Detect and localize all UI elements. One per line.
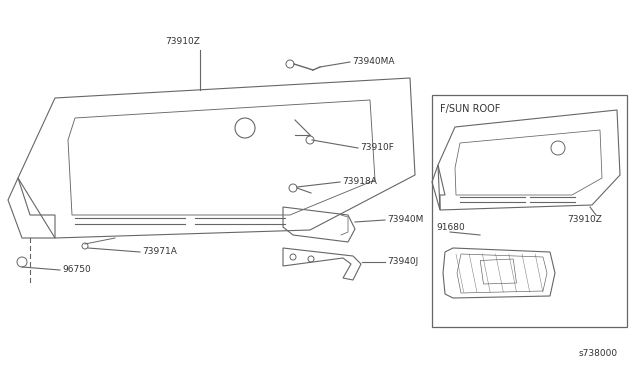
Text: 96750: 96750 xyxy=(62,266,91,275)
Text: 73940MA: 73940MA xyxy=(352,58,394,67)
Text: 73918A: 73918A xyxy=(342,177,377,186)
Text: s738000: s738000 xyxy=(579,349,618,358)
Text: 73910F: 73910F xyxy=(360,144,394,153)
Text: 73910Z: 73910Z xyxy=(567,215,602,224)
Text: 73940J: 73940J xyxy=(387,257,419,266)
Text: 91680: 91680 xyxy=(436,224,465,232)
Text: F/SUN ROOF: F/SUN ROOF xyxy=(440,104,500,114)
Bar xyxy=(432,95,627,327)
Text: 73971A: 73971A xyxy=(142,247,177,257)
Text: 73910Z: 73910Z xyxy=(165,37,200,46)
Text: 73940M: 73940M xyxy=(387,215,424,224)
